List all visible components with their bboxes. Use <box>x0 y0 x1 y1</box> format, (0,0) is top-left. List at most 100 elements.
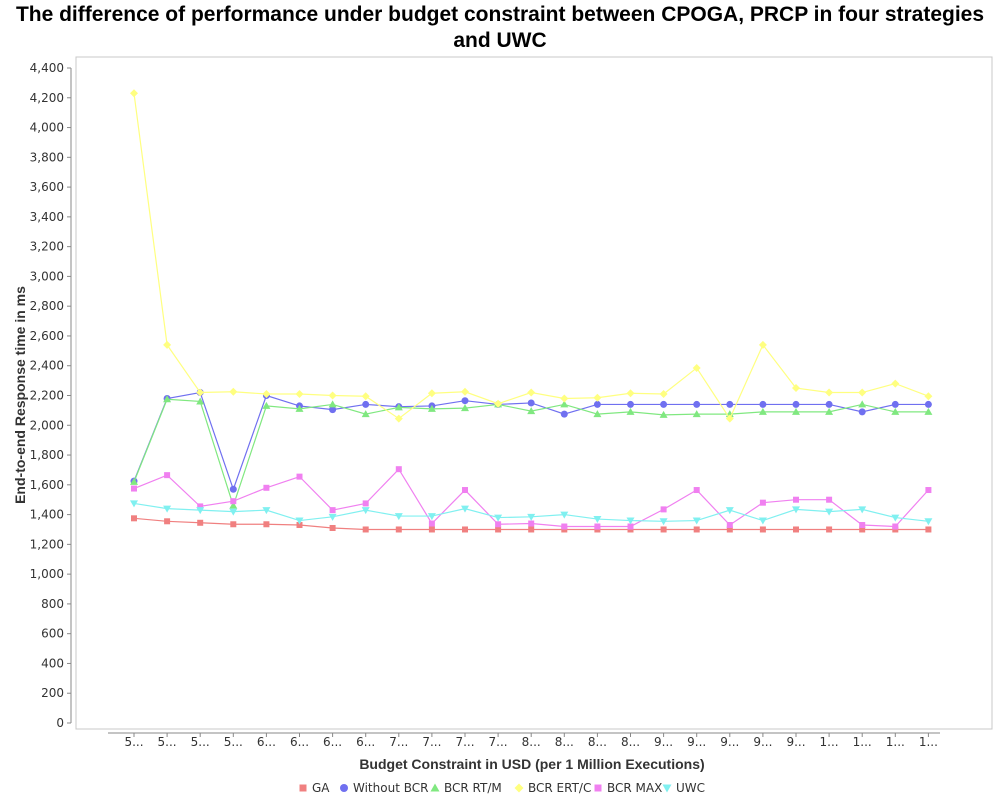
series-marker <box>924 518 933 526</box>
x-tick-label: 7... <box>422 735 441 749</box>
series-marker <box>262 401 271 409</box>
series-marker <box>230 498 237 505</box>
series-marker <box>859 526 866 533</box>
x-tick-label: 1... <box>820 735 839 749</box>
series-marker <box>891 379 900 388</box>
series-marker <box>693 400 701 408</box>
x-tick-label: 7... <box>489 735 508 749</box>
series-marker <box>561 523 568 530</box>
series-marker <box>461 387 469 396</box>
legend-label: BCR RT/M <box>444 781 502 795</box>
series-marker <box>196 507 205 515</box>
series-marker <box>131 515 137 522</box>
series-marker <box>726 522 733 529</box>
series-marker <box>627 400 634 408</box>
series-marker <box>693 526 700 533</box>
series-marker <box>164 518 171 525</box>
series-marker <box>924 407 933 415</box>
series-marker <box>527 407 536 415</box>
series-marker <box>528 520 535 527</box>
series-marker <box>659 390 668 399</box>
series-marker <box>759 499 766 506</box>
x-axis-label: Budget Constraint in USD (per 1 Million … <box>359 756 704 772</box>
series-marker <box>295 517 304 525</box>
series-marker <box>660 506 667 513</box>
series-marker <box>892 523 899 530</box>
y-tick-label: 0 <box>56 716 64 730</box>
series-marker <box>230 521 237 528</box>
series-marker <box>825 388 834 397</box>
y-tick-label: 4,400 <box>30 61 64 75</box>
series-marker <box>299 784 307 792</box>
series-marker <box>758 517 767 525</box>
series-marker <box>793 496 799 503</box>
series-marker <box>560 394 569 403</box>
series-marker <box>825 400 833 408</box>
y-tick-label: 600 <box>41 627 64 641</box>
series-marker <box>130 500 138 508</box>
x-tick-label: 9... <box>687 735 706 749</box>
x-tick-label: 8... <box>555 735 574 749</box>
series-marker <box>825 508 834 516</box>
series-marker <box>859 522 866 529</box>
series-marker <box>495 526 502 533</box>
series-marker <box>792 400 800 408</box>
series-marker <box>692 363 701 372</box>
series-marker <box>263 521 270 528</box>
x-tick-label: 1... <box>919 735 938 749</box>
y-tick-label: 2,600 <box>30 329 64 343</box>
series-marker <box>427 389 436 398</box>
series-marker <box>527 513 536 521</box>
x-tick-label: 9... <box>720 735 739 749</box>
series-marker <box>430 783 440 792</box>
series-marker <box>296 473 303 480</box>
x-tick-label: 6... <box>257 735 276 749</box>
x-tick-label: 7... <box>455 735 474 749</box>
series-marker <box>362 526 369 533</box>
series-marker <box>594 784 602 792</box>
series-marker <box>627 523 634 530</box>
series-marker <box>560 511 569 519</box>
series-marker <box>626 407 635 415</box>
series-marker <box>726 400 734 408</box>
series-marker <box>329 406 337 414</box>
series-marker <box>726 526 733 533</box>
x-tick-label: 5... <box>158 735 177 749</box>
series-marker <box>329 507 336 514</box>
series-marker <box>659 518 668 526</box>
chart-title: The difference of performance under budg… <box>15 3 985 52</box>
series-marker <box>891 514 900 522</box>
series-marker <box>395 526 402 533</box>
series-marker <box>229 387 238 396</box>
series-marker <box>130 477 138 485</box>
y-tick-label: 3,400 <box>30 210 64 224</box>
series-marker <box>825 407 834 415</box>
series-marker <box>924 392 933 401</box>
series-marker <box>263 484 270 491</box>
series-marker <box>826 526 833 533</box>
y-tick-label: 2,000 <box>30 418 64 432</box>
series-marker <box>362 500 369 507</box>
series-marker <box>163 340 172 349</box>
series-marker <box>163 505 172 513</box>
series-marker <box>891 407 900 415</box>
y-tick-label: 400 <box>41 656 64 670</box>
series-marker <box>462 487 468 494</box>
series-marker <box>131 485 137 492</box>
series-marker <box>692 410 701 418</box>
series-marker <box>428 520 435 527</box>
series-marker <box>197 519 204 526</box>
y-tick-label: 1,600 <box>30 478 64 492</box>
y-tick-label: 3,200 <box>30 240 64 254</box>
series-marker <box>229 501 238 509</box>
series-marker <box>593 393 602 402</box>
series-marker <box>792 384 800 393</box>
y-tick-label: 4,200 <box>30 91 64 105</box>
y-tick-label: 2,800 <box>30 299 64 313</box>
series-marker <box>660 400 668 408</box>
series-marker <box>560 410 568 418</box>
series-marker <box>394 414 403 423</box>
series-marker <box>395 466 402 473</box>
series-marker <box>495 521 502 528</box>
